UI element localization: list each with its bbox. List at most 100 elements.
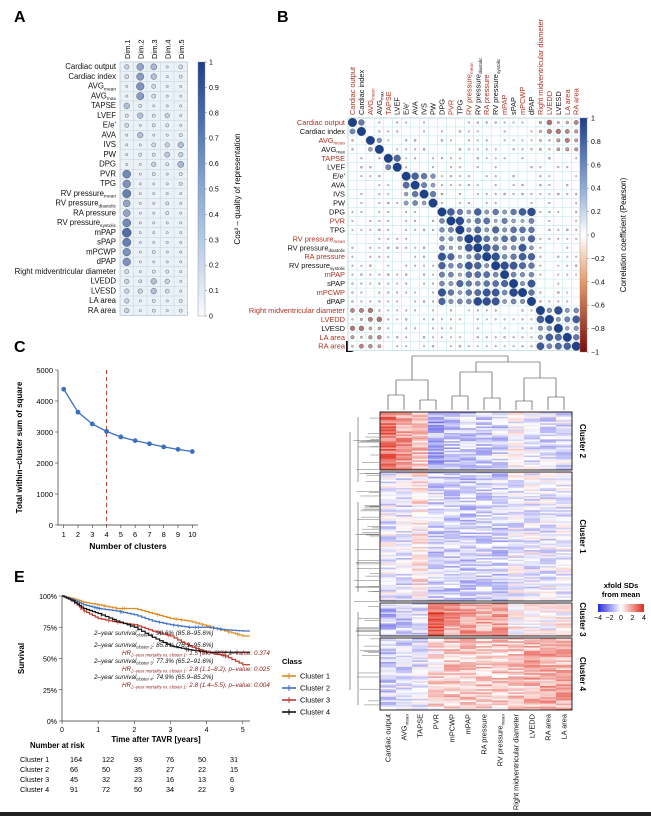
panel-d-cell: [508, 545, 525, 548]
panel-b-col-label: LVEF: [393, 97, 402, 115]
panel-b-row-label: LVEF: [327, 163, 345, 172]
panel-d-cell: [476, 418, 493, 421]
panel-b-col-label: RV pressurediastolic: [473, 57, 483, 115]
panel-e-risk-label: Cluster 4: [20, 785, 49, 794]
panel-d-cell: [460, 458, 477, 461]
panel-d-cell: [396, 654, 413, 656]
panel-c-ytick-label: 4000: [36, 397, 53, 406]
panel-d-cell: [380, 463, 397, 466]
panel-d-cell: [460, 518, 477, 521]
panel-d-cell: [492, 457, 509, 460]
panel-e-ylabel: Survival: [17, 643, 26, 674]
panel-d-cell: [540, 447, 557, 450]
panel-d-cell: [492, 562, 509, 565]
panel-d-cell: [380, 603, 397, 605]
panel-d-cell: [524, 644, 541, 647]
panel-d-cell: [380, 524, 397, 527]
panel-d-cell: [492, 631, 509, 634]
panel-d-cell: [428, 689, 445, 692]
panel-d-cell: [428, 663, 445, 666]
panel-d-cell: [428, 626, 445, 629]
panel-d-cell: [444, 632, 461, 635]
panel-d-cell: [508, 662, 525, 664]
panel-d-cell: [508, 569, 525, 572]
panel-d-cell: [444, 494, 461, 497]
panel-d-cell: [508, 437, 525, 440]
panel-e-risk-value: 35: [134, 765, 142, 774]
panel-e-series-line: [62, 595, 250, 653]
panel-d-cell: [524, 678, 541, 680]
panel-d-cell: [380, 629, 397, 632]
panel-b-point: [423, 282, 426, 285]
panel-d-cell: [412, 416, 429, 419]
panel-d-cell: [380, 455, 397, 458]
panel-d-cell: [380, 472, 397, 474]
panel-d-cell: [444, 529, 461, 532]
panel-d-cell: [412, 618, 429, 621]
panel-b-point: [432, 309, 434, 312]
panel-d-cell: [508, 413, 525, 416]
panel-d-cell: [444, 609, 461, 612]
panel-d-cell: [508, 519, 525, 522]
panel-d-cell: [428, 686, 445, 688]
panel-e-legend-label: Cluster 2: [300, 684, 330, 693]
panel-d-cell: [396, 565, 413, 568]
panel-b-point: [503, 121, 506, 124]
panel-d-cell: [492, 567, 509, 570]
panel-b-point: [378, 237, 381, 240]
panel-d-cell: [492, 497, 509, 500]
panel-a-point: [178, 152, 184, 158]
panel-b-point: [414, 309, 417, 312]
panel-d-cell: [556, 499, 573, 501]
panel-b-point: [405, 273, 408, 276]
panel-b-point: [378, 273, 381, 276]
panel-a-point: [179, 202, 183, 205]
panel-d-cell: [540, 472, 557, 474]
panel-b-point: [423, 121, 426, 124]
panel-d-cell: [524, 629, 541, 632]
panel-d-cell: [380, 580, 397, 583]
panel-a-colorbar: [197, 61, 206, 317]
panel-d-cell: [540, 434, 557, 437]
panel-d-cell: [396, 548, 413, 551]
panel-b-point: [482, 243, 491, 252]
panel-d-cell: [428, 660, 445, 663]
panel-d-cell: [460, 703, 477, 706]
panel-d-cell: [556, 551, 573, 554]
panel-d-cell: [428, 674, 445, 677]
panel-d-cell: [556, 418, 573, 421]
panel-d-cell: [540, 526, 557, 529]
panel-d-cell: [460, 510, 477, 513]
panel-d-cell: [556, 505, 573, 508]
panel-a-row-label: RV pressurediastolic: [55, 199, 116, 210]
panel-d-cell: [556, 632, 573, 635]
panel-d-cell: [428, 551, 445, 554]
panel-d-cell: [476, 609, 493, 612]
panel-d-cell: [444, 423, 461, 426]
panel-d-cell: [428, 439, 445, 442]
panel-d-cell: [524, 705, 541, 708]
panel-label-b: B: [277, 9, 289, 26]
panel-d-cell: [396, 703, 413, 706]
panel-d-cell: [460, 497, 477, 500]
panel-d-cell: [444, 503, 461, 506]
panel-d-cell: [444, 705, 461, 708]
panel-d-cell: [428, 591, 445, 594]
panel-d-cell: [460, 511, 477, 514]
panel-a-point: [152, 202, 156, 205]
panel-d-cell: [492, 649, 509, 652]
panel-d-cell: [556, 634, 573, 637]
panel-d-cell: [380, 654, 397, 656]
panel-b-point: [414, 291, 417, 294]
panel-d-cell: [492, 658, 509, 661]
panel-b-point: [458, 345, 462, 348]
panel-a-row-label: DPG: [99, 160, 116, 169]
panel-d-cell: [492, 486, 509, 489]
panel-d-cell: [412, 476, 429, 479]
panel-d-cell: [540, 593, 557, 595]
panel-d-cell: [508, 468, 525, 471]
panel-d-cell: [508, 445, 525, 448]
panel-d-cell: [524, 614, 541, 616]
panel-d-cell: [508, 428, 525, 431]
panel-d-cell: [476, 428, 493, 431]
